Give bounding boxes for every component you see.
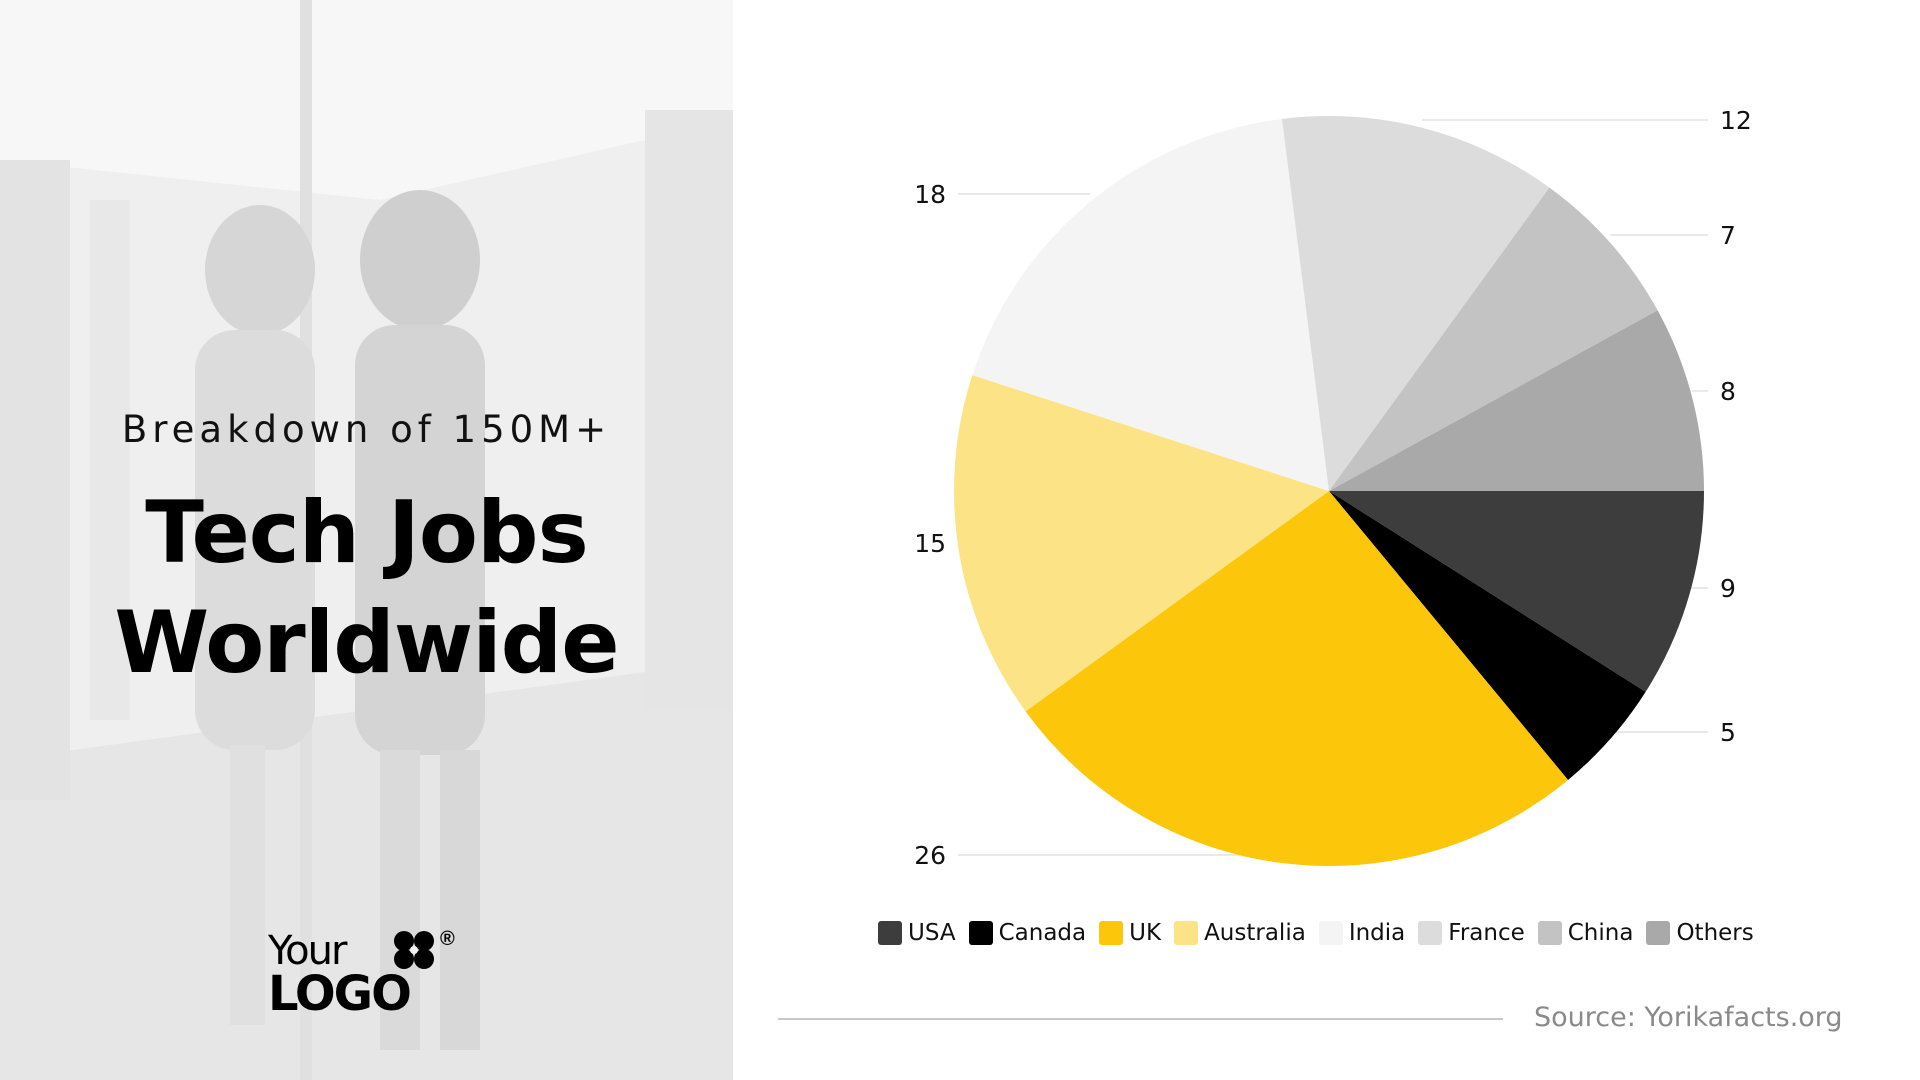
legend-item-india: India: [1318, 920, 1406, 946]
legend-item-france: France: [1418, 920, 1525, 946]
legend-label-australia: Australia: [1204, 920, 1306, 946]
slide-title: Tech Jobs Worldwide: [0, 478, 733, 698]
pie-slice-canada: [1329, 491, 1646, 780]
legend-label-usa: USA: [908, 920, 956, 946]
title-line-1: Tech Jobs: [145, 483, 589, 583]
legend-item-others: Others: [1646, 920, 1754, 946]
legend-label-india: India: [1348, 920, 1406, 946]
legend-item-australia: Australia: [1174, 920, 1306, 946]
pie-slice-india: [972, 118, 1329, 492]
title-line-2: Worldwide: [114, 593, 619, 693]
legend-label-china: China: [1567, 920, 1634, 946]
pie-slice-australia: [954, 375, 1329, 712]
data-label-others: 8: [1720, 377, 1736, 406]
legend-item-canada: Canada: [968, 920, 1087, 946]
pie-chart: 9 5 26 15 18 12 7 8: [914, 106, 1752, 870]
legend-label-uk: UK: [1129, 920, 1162, 946]
footer-divider: [778, 1018, 1503, 1020]
logo-flower-icon: [394, 931, 434, 969]
left-panel: Breakdown of 150M+ Tech Jobs Worldwide Y…: [0, 0, 733, 1080]
data-label-canada: 5: [1720, 718, 1736, 747]
logo-word-logo: LOGO: [268, 966, 412, 1022]
legend-label-canada: Canada: [998, 920, 1087, 946]
data-label-france: 12: [1720, 106, 1752, 135]
legend-swatch-china: [1537, 921, 1562, 945]
pie-slice-china: [1329, 187, 1658, 491]
legend-label-others: Others: [1676, 920, 1754, 946]
legend-item-uk: UK: [1099, 920, 1161, 946]
pie-slice-usa: [1329, 491, 1704, 692]
pie-slice-uk: [1025, 491, 1569, 866]
logo-word-your: Your: [268, 928, 347, 974]
legend-label-france: France: [1448, 920, 1525, 946]
legend-swatch-usa: [878, 921, 902, 945]
pie-slice-france: [1282, 116, 1550, 491]
legend-swatch-canada: [968, 921, 993, 945]
legend-item-china: China: [1537, 920, 1634, 946]
legend-swatch-australia: [1174, 921, 1199, 945]
data-label-china: 7: [1720, 221, 1736, 250]
legend-item-usa: USA: [878, 920, 956, 946]
data-label-uk: 26: [914, 841, 946, 870]
company-logo: Your LOGO ®: [268, 928, 468, 1022]
legend-swatch-india: [1318, 921, 1343, 945]
data-label-india: 18: [914, 180, 946, 209]
legend-swatch-others: [1646, 921, 1671, 945]
background-photo: [0, 0, 733, 1080]
chart-legend: USA Canada UK Australia India France China Othe…: [878, 918, 1754, 948]
slide-subtitle: Breakdown of 150M+: [121, 408, 612, 451]
logo-registered-mark: ®: [440, 928, 455, 950]
pie-slice-others: [1329, 310, 1704, 491]
legend-swatch-uk: [1099, 921, 1124, 945]
legend-swatch-france: [1418, 921, 1443, 945]
data-label-australia: 15: [914, 529, 946, 558]
source-caption: Source: Yorikafacts.org: [1534, 1002, 1843, 1033]
data-label-usa: 9: [1720, 574, 1736, 603]
